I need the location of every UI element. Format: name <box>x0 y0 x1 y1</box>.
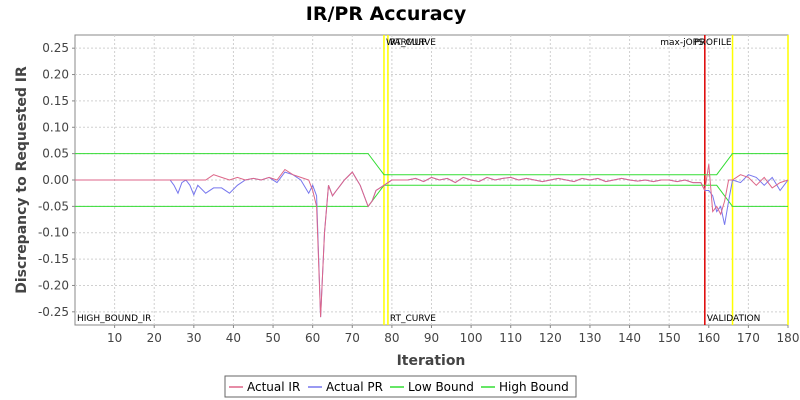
phase-bottom-label: VALIDATION <box>707 314 761 324</box>
y-tick-label: -0.10 <box>38 226 69 240</box>
x-tick-label: 170 <box>737 331 760 345</box>
y-tick-label: 0.20 <box>42 68 69 82</box>
y-tick-label: 0.00 <box>42 173 69 187</box>
x-tick-label: 70 <box>345 331 360 345</box>
x-tick-label: 40 <box>226 331 241 345</box>
low-bound-line <box>75 184 788 207</box>
x-tick-label: 50 <box>265 331 280 345</box>
x-tick-label: 10 <box>107 331 122 345</box>
x-axis-ticks: 10 20 30 40 50 60 70 80 90 100 110 120 130 140 150 160 1… <box>107 325 799 345</box>
x-tick-label: 20 <box>147 331 162 345</box>
y-axis-title: Discrepancy to Requested IR <box>14 66 30 294</box>
phase-marker-label: max-jOPS <box>660 38 704 48</box>
legend: Actual IR Actual PR Low Bound High Bound <box>229 380 569 394</box>
x-tick-label: 80 <box>384 331 399 345</box>
x-tick-label: 150 <box>658 331 681 345</box>
legend-entry: Low Bound <box>408 380 474 394</box>
x-tick-label: 130 <box>578 331 601 345</box>
legend-entry: Actual IR <box>247 380 300 394</box>
x-tick-label: 120 <box>539 331 562 345</box>
x-tick-label: 30 <box>186 331 201 345</box>
phase-bottom-label: HIGH_BOUND_IR <box>77 314 151 324</box>
phase-marker-label: WARMUP <box>386 38 427 48</box>
chart-title: IR/PR Accuracy <box>306 3 467 25</box>
x-tick-label: 180 <box>777 331 800 345</box>
y-tick-label: -0.25 <box>38 305 69 319</box>
x-tick-label: 110 <box>499 331 522 345</box>
y-tick-label: 0.15 <box>42 94 69 108</box>
x-tick-label: 160 <box>697 331 720 345</box>
legend-entry: Actual PR <box>326 380 383 394</box>
actual-ir-line <box>75 164 789 318</box>
phase-marker-label: RT_CURVE <box>390 38 436 48</box>
phase-marker-label: PROFILE <box>694 38 732 48</box>
legend-entry: High Bound <box>499 380 569 394</box>
x-axis-title: Iteration <box>397 353 466 369</box>
series-lines <box>75 153 789 318</box>
x-tick-label: 60 <box>305 331 320 345</box>
y-tick-label: 0.10 <box>42 120 69 134</box>
x-tick-label: 90 <box>424 331 439 345</box>
y-tick-label: 0.05 <box>42 147 69 161</box>
y-tick-label: -0.05 <box>38 199 69 213</box>
y-tick-label: -0.15 <box>38 252 69 266</box>
phase-bottom-label: RT_CURVE <box>390 314 436 324</box>
y-tick-label: 0.25 <box>42 41 69 55</box>
x-tick-label: 140 <box>618 331 641 345</box>
high-bound-line <box>75 153 788 176</box>
y-tick-label: -0.20 <box>38 278 69 292</box>
x-tick-label: 100 <box>460 331 483 345</box>
y-axis-ticks: 0.25 0.20 0.15 0.10 0.05 0.00 -0.05 -0.10 -0.15 -… <box>38 41 75 319</box>
